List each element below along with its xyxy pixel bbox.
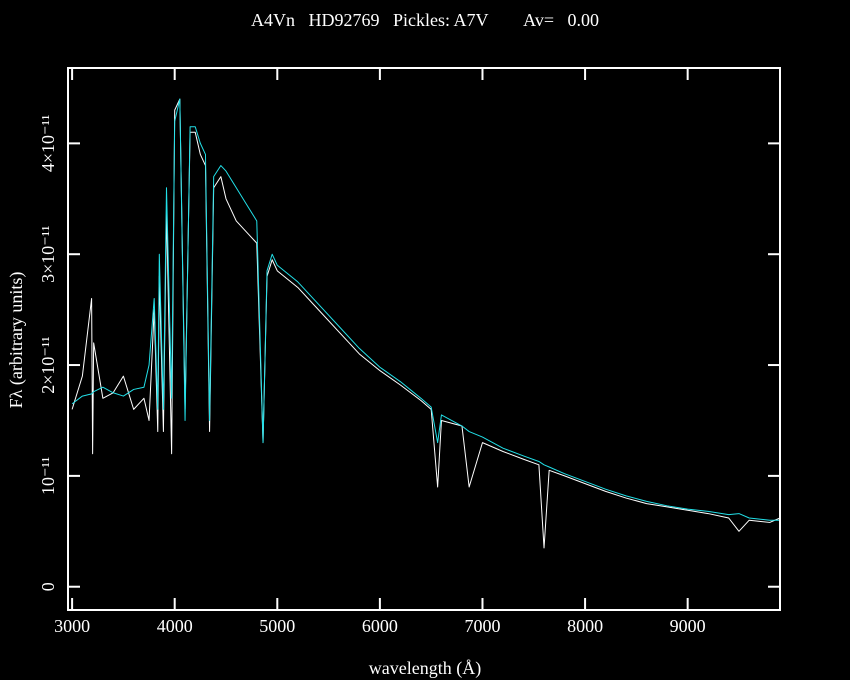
- x-tick-label: 7000: [464, 616, 500, 636]
- y-tick-label: 3×10⁻¹¹: [38, 225, 58, 282]
- y-tick-label: 10⁻¹¹: [38, 457, 58, 495]
- y-tick-label: 4×10⁻¹¹: [38, 115, 58, 172]
- y-axis-label: Fλ (arbitrary units): [6, 272, 27, 409]
- y-tick-label: 2×10⁻¹¹: [38, 336, 58, 393]
- x-tick-label: 8000: [567, 616, 603, 636]
- spectrum-line: [71, 98, 780, 521]
- x-axis-label: wavelength (Å): [369, 658, 481, 679]
- plot-frame: [67, 67, 781, 611]
- x-tick-label: 6000: [362, 616, 398, 636]
- y-tick-label: 0: [38, 582, 58, 591]
- chart-title: A4Vn HD92769 Pickles: A7V Av= 0.00: [251, 10, 599, 30]
- x-tick-label: 9000: [670, 616, 706, 636]
- x-tick-label: 5000: [259, 616, 295, 636]
- x-tick-label: 3000: [54, 616, 90, 636]
- spectrum-line: [71, 98, 781, 549]
- x-tick-label: 4000: [157, 616, 193, 636]
